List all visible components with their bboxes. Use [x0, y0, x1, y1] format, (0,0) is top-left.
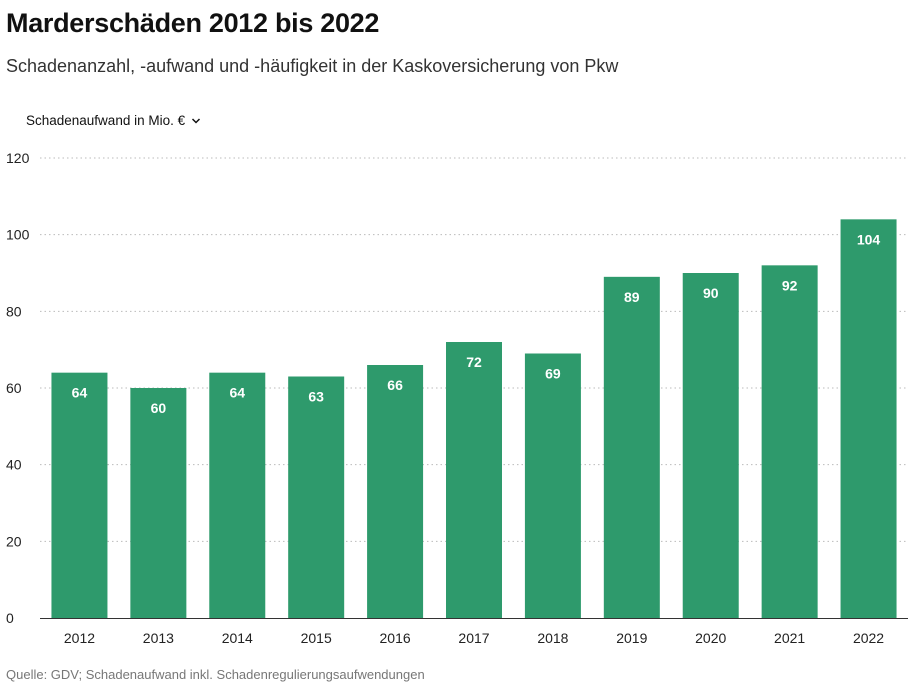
bar	[209, 372, 266, 618]
x-tick-label: 2014	[222, 630, 253, 646]
data-label: 60	[151, 400, 167, 416]
data-label: 63	[308, 389, 324, 405]
x-tick-label: 2018	[537, 630, 568, 646]
bar-chart: 0 20 40 60 80 100 120 64 2012 60 2013 64 2014 63 2015 6…	[6, 150, 908, 646]
bar	[840, 219, 897, 618]
data-label: 104	[857, 231, 881, 247]
data-label: 66	[387, 377, 403, 393]
chevron-down-icon	[192, 117, 201, 124]
x-tick-label: 2013	[143, 630, 174, 646]
y-tick-label: 100	[6, 227, 30, 243]
x-tick-label: 2020	[695, 630, 726, 646]
bar	[682, 273, 739, 618]
x-tick-label: 2015	[301, 630, 332, 646]
x-tick-label: 2022	[853, 630, 884, 646]
bar	[603, 276, 660, 618]
metric-selector-label: Schadenaufwand in Mio. €	[26, 113, 186, 128]
y-tick-label: 40	[6, 457, 22, 473]
data-label: 64	[72, 385, 88, 401]
bar	[761, 265, 818, 618]
data-label: 69	[545, 366, 561, 382]
data-label: 64	[229, 385, 245, 401]
x-tick-label: 2012	[64, 630, 95, 646]
chart-title: Marderschäden 2012 bis 2022	[6, 8, 380, 38]
y-tick-label: 60	[6, 380, 22, 396]
data-label: 92	[782, 277, 798, 293]
x-tick-label: 2019	[616, 630, 647, 646]
bar	[446, 342, 502, 618]
bar	[51, 372, 108, 618]
chart-subtitle: Schadenanzahl, -aufwand und -häufigkeit …	[6, 56, 619, 76]
data-label: 90	[703, 285, 719, 301]
data-label: 72	[466, 354, 482, 370]
source-note: Quelle: GDV; Schadenaufwand inkl. Schade…	[6, 667, 425, 682]
y-tick-label: 0	[6, 610, 14, 626]
y-tick-label: 20	[6, 533, 22, 549]
bar	[367, 365, 424, 618]
metric-selector[interactable]: Schadenaufwand in Mio. €	[26, 113, 201, 128]
data-label: 89	[624, 289, 640, 305]
x-tick-label: 2016	[380, 630, 411, 646]
x-tick-label: 2017	[458, 630, 489, 646]
y-tick-label: 120	[6, 150, 30, 166]
x-tick-label: 2021	[774, 630, 805, 646]
bar	[288, 376, 345, 618]
y-tick-label: 80	[6, 303, 22, 319]
bar	[524, 353, 581, 618]
bar	[130, 388, 187, 618]
